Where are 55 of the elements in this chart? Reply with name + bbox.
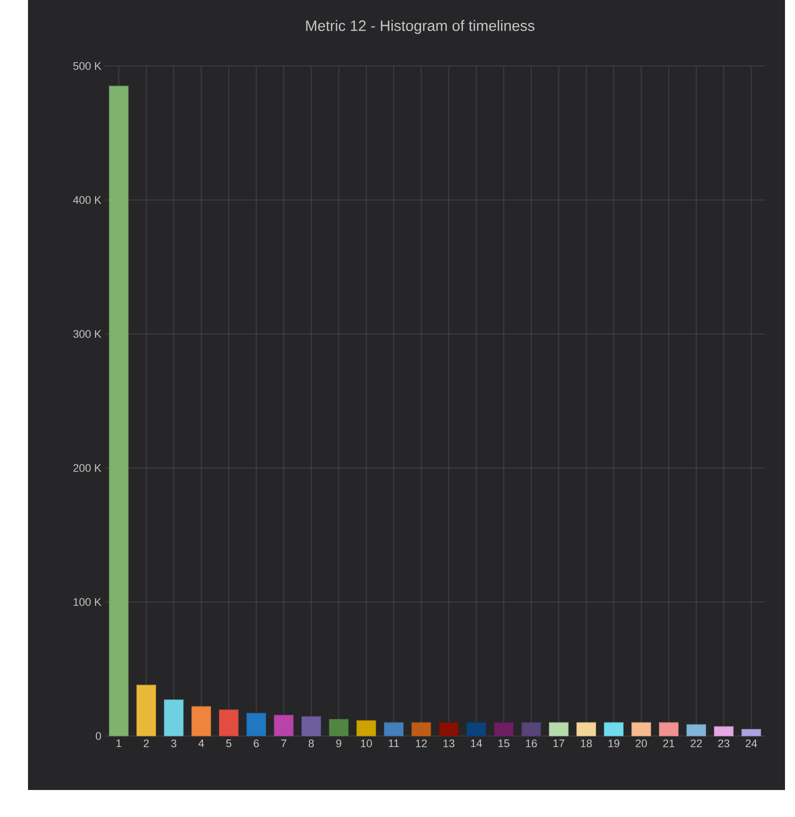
bar — [164, 700, 184, 736]
x-tick-label: 5 — [226, 740, 232, 748]
x-tick-label: 10 — [360, 740, 372, 748]
x-tick-label: 1 — [116, 740, 122, 748]
bar — [136, 684, 156, 736]
bar — [328, 718, 349, 736]
x-tick-label: 18 — [580, 740, 592, 748]
x-tick-label: 21 — [663, 740, 674, 748]
bar — [108, 86, 129, 736]
bar — [384, 722, 404, 736]
y-tick-label: 400 K — [73, 196, 102, 204]
x-tick-label: 24 — [746, 740, 758, 748]
bar — [301, 716, 322, 736]
bar — [274, 714, 294, 736]
x-tick-label: 20 — [636, 740, 647, 748]
x-tick-label: 15 — [498, 740, 510, 748]
y-tick-label: 500 K — [73, 62, 102, 70]
y-tick-label: 100 K — [74, 598, 102, 606]
bar — [714, 726, 734, 736]
x-tick-label: 14 — [470, 740, 482, 748]
bar — [576, 722, 596, 736]
chart-title: Metric 12 - Histogram of timeliness — [306, 20, 534, 34]
x-tick-label: 9 — [336, 740, 342, 748]
x-tick-label: 19 — [608, 740, 620, 748]
bar — [604, 722, 624, 736]
bar — [191, 706, 212, 736]
x-tick-label: 11 — [388, 740, 399, 748]
x-tick-label: 16 — [526, 740, 537, 748]
x-tick-label: 6 — [254, 740, 259, 748]
bar — [521, 722, 542, 736]
x-tick-label: 8 — [308, 740, 314, 748]
bar — [548, 722, 569, 736]
x-tick-label: 12 — [416, 740, 427, 748]
bar — [438, 722, 459, 736]
bar — [741, 728, 762, 736]
bar — [356, 720, 376, 736]
bar — [686, 724, 706, 736]
bar — [466, 722, 486, 736]
bar — [631, 722, 652, 736]
bar — [494, 722, 514, 736]
bar — [658, 722, 679, 736]
bar — [246, 712, 266, 736]
x-tick-label: 7 — [281, 740, 286, 748]
y-tick-label: 0 — [96, 732, 102, 740]
x-tick-label: 3 — [171, 740, 176, 748]
y-tick-label: 300 K — [73, 330, 102, 338]
bar — [411, 722, 432, 736]
x-tick-label: 4 — [198, 740, 204, 748]
x-tick-label: 22 — [690, 740, 702, 748]
y-tick-label: 200 K — [73, 464, 102, 472]
x-tick-label: 17 — [553, 740, 564, 748]
x-tick-label: 23 — [718, 740, 730, 748]
x-tick-label: 13 — [443, 740, 454, 748]
bar — [218, 710, 239, 736]
x-tick-label: 2 — [144, 740, 149, 748]
